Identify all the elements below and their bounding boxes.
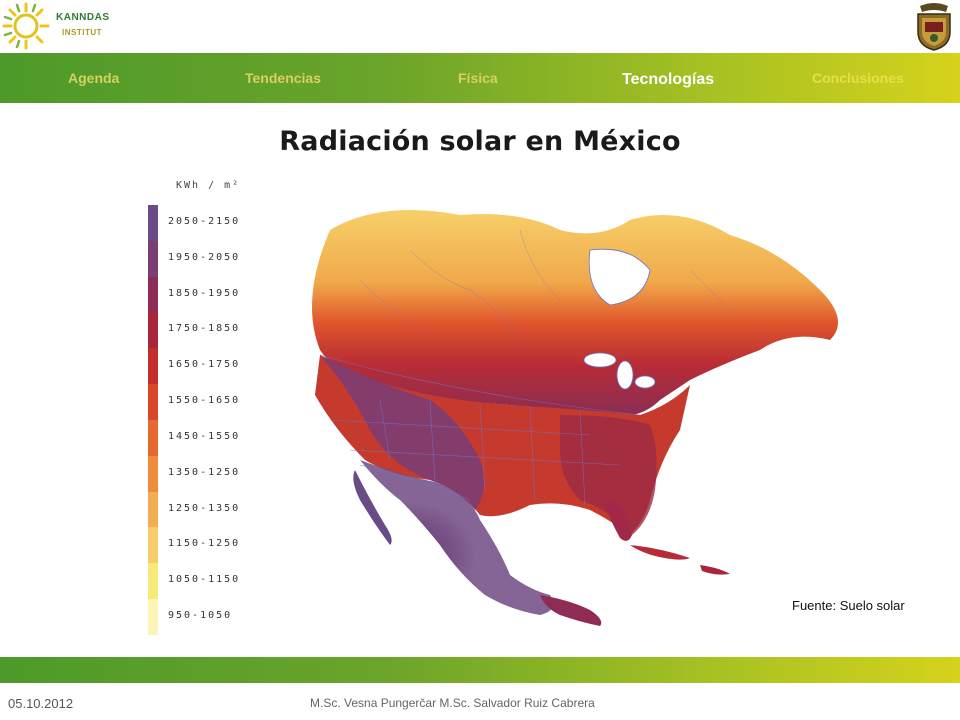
kanndas-logo: KANNDAS INSTITUT <box>0 0 150 52</box>
legend-label: 950-1050 <box>168 610 233 622</box>
footer-bar <box>0 657 960 683</box>
legend-swatch <box>148 348 158 385</box>
legend-swatch <box>148 455 158 492</box>
legend-label: 2050-2150 <box>168 215 241 227</box>
legend-label: 1950-2050 <box>168 251 241 263</box>
source-caption: Fuente: Suelo solar <box>792 598 905 613</box>
legend-color-scale <box>148 205 158 635</box>
legend-swatch <box>148 599 158 635</box>
legend-swatch <box>148 240 158 277</box>
legend-label: 1850-1950 <box>168 287 241 299</box>
map-region-hispaniola <box>700 565 730 575</box>
sun-icon <box>2 2 50 50</box>
logo-subtitle: INSTITUT <box>62 28 102 37</box>
legend-label: 1250-1350 <box>168 502 241 514</box>
nav-item-agenda[interactable]: Agenda <box>68 70 120 86</box>
nav-item-tendencias[interactable]: Tendencias <box>245 70 321 86</box>
legend-swatch <box>148 312 158 349</box>
map-region-baja <box>353 470 392 545</box>
nav-item-tecnologias[interactable]: Tecnologías <box>622 71 715 88</box>
legend-label: 1750-1850 <box>168 323 241 335</box>
solar-radiation-map <box>312 210 838 626</box>
legend-label: 1550-1650 <box>168 395 241 407</box>
legend-swatch <box>148 527 158 564</box>
legend-label: 1150-1250 <box>168 538 241 550</box>
map-region-cuba <box>630 545 690 560</box>
nav-bar: Agenda Tendencias Física Tecnologías Con… <box>0 53 960 103</box>
legend-swatch <box>148 205 158 241</box>
legend-label: 1350-1250 <box>168 466 241 478</box>
legend-unit: KWh / m² <box>176 180 241 191</box>
legend-label: 1450-1550 <box>168 430 241 442</box>
legend-swatch <box>148 563 158 600</box>
legend-label: 1050-1150 <box>168 574 241 586</box>
legend-swatch <box>148 384 158 420</box>
university-crest-icon <box>914 2 954 52</box>
logo-name: KANNDAS <box>56 12 110 23</box>
legend-swatch <box>148 491 158 528</box>
map-region-central-america <box>540 595 602 626</box>
nav-item-fisica[interactable]: Física <box>458 70 498 86</box>
page-title: Radiación solar en México <box>279 126 681 157</box>
map-region-north <box>312 210 838 416</box>
footer-authors: M.Sc. Vesna Pungerčar M.Sc. Salvador Rui… <box>310 696 595 710</box>
legend-swatch <box>148 419 158 456</box>
nav-item-conclusiones[interactable]: Conclusiones <box>812 70 904 86</box>
footer-date: 05.10.2012 <box>8 696 74 711</box>
legend-swatch <box>148 276 158 313</box>
legend-label: 1650-1750 <box>168 359 241 371</box>
map-region-florida <box>605 500 632 541</box>
